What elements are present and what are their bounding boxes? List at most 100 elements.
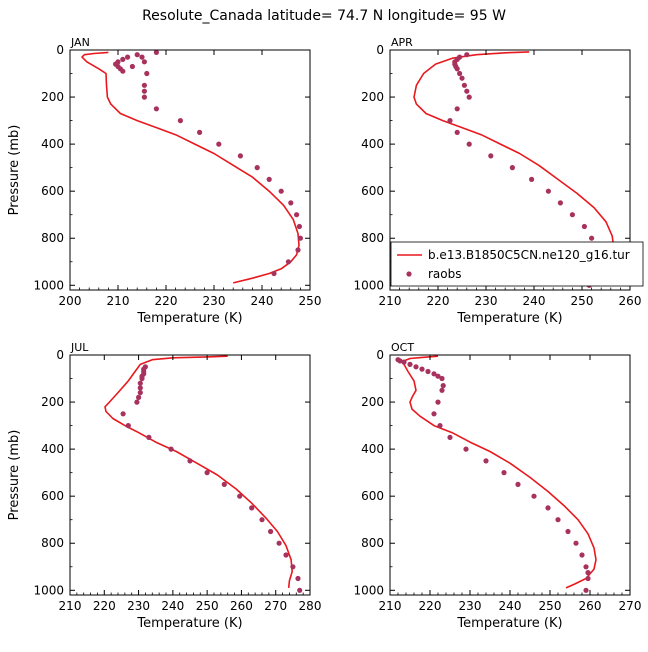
jan-y-tick-label: 1000	[33, 278, 64, 292]
jul-x-tick-label: 260	[230, 599, 253, 613]
legend-obs-label: raobs	[428, 267, 462, 281]
jul-x-tick-label: 240	[161, 599, 184, 613]
oct-obs-point	[573, 540, 579, 546]
apr-obs-point	[557, 200, 564, 206]
oct-obs-point	[545, 505, 551, 511]
oct-x-axis-label: Temperature (K)	[456, 616, 562, 631]
jul-x-tick-label: 270	[264, 599, 287, 613]
apr-obs-point	[488, 153, 494, 159]
oct-obs-point	[435, 399, 441, 405]
apr-obs-point	[589, 235, 595, 241]
apr-y-tick-label: 600	[361, 184, 384, 198]
oct-x-tick-label: 230	[459, 599, 482, 613]
apr-obs-point	[459, 75, 465, 81]
apr-y-tick-label: 0	[376, 43, 384, 57]
jan-obs-point	[288, 200, 294, 206]
jan-x-tick-label: 230	[203, 294, 226, 308]
jan-y-tick-label: 0	[56, 43, 64, 57]
chart-title: Resolute_Canada latitude= 74.7 N longitu…	[142, 8, 506, 24]
oct-obs-point	[555, 517, 561, 523]
oct-obs-point	[413, 364, 419, 370]
oct-obs-point	[515, 481, 521, 487]
jan-obs-point	[271, 270, 277, 277]
oct-x-tick-label: 220	[419, 599, 442, 613]
jan-x-tick-label: 250	[299, 294, 322, 308]
jul-plot-frame	[69, 354, 311, 596]
oct-y-tick-label: 400	[361, 442, 384, 456]
apr-obs-point	[464, 88, 470, 94]
jan-x-tick-label: 210	[107, 294, 130, 308]
oct-x-tick-label: 260	[579, 599, 602, 613]
legend-model-label: b.e13.B1850C5CN.ne120_g16.tur	[428, 248, 630, 262]
jan-obs-point	[285, 259, 291, 265]
legend-box	[390, 241, 644, 287]
jan-obs-point	[141, 82, 147, 88]
oct-obs-point	[565, 528, 571, 535]
jul-obs-point	[168, 446, 174, 452]
jan-model-line	[81, 51, 300, 284]
oct-y-tick-label: 800	[361, 536, 384, 550]
apr-obs-point	[454, 66, 460, 72]
jul-obs-point	[187, 458, 193, 464]
jul-y-tick-label: 400	[41, 442, 64, 456]
jan-obs-point	[237, 153, 243, 159]
legend-obs-swatch	[406, 271, 412, 277]
oct-plot-frame	[389, 354, 631, 596]
apr-obs-point	[447, 118, 453, 124]
jul-x-tick-label: 230	[127, 599, 150, 613]
apr-x-tick-label: 210	[379, 294, 402, 308]
oct-obs-point	[439, 387, 445, 393]
apr-obs-point	[509, 165, 515, 171]
jan-obs-point	[266, 176, 272, 182]
jan-y-axis-label: Pressure (mb)	[7, 125, 22, 216]
jul-y-axis-label: Pressure (mb)	[7, 430, 22, 521]
oct-obs-point	[531, 493, 537, 499]
oct-obs-point	[585, 575, 591, 582]
jan-obs-point	[177, 118, 183, 124]
oct-model-line	[403, 355, 597, 589]
jul-model-line	[104, 355, 294, 588]
apr-x-tick-label: 260	[619, 294, 642, 308]
oct-obs-point	[579, 552, 585, 558]
jan-obs-point	[134, 52, 140, 58]
jan-plot-frame	[69, 49, 311, 291]
apr-y-tick-label: 800	[361, 231, 384, 245]
jan-obs-point	[120, 68, 126, 74]
apr-panel-label: APR	[391, 36, 413, 49]
oct-obs-point	[583, 587, 589, 593]
jan-obs-point	[197, 129, 203, 135]
jan-x-tick-label: 200	[59, 294, 82, 308]
apr-obs-point	[454, 106, 460, 112]
oct-obs-point	[583, 564, 589, 570]
jul-y-tick-label: 1000	[33, 583, 64, 597]
apr-obs-point	[529, 176, 535, 182]
jan-y-tick-label: 200	[41, 90, 64, 104]
apr-obs-point	[454, 129, 460, 135]
jul-obs-point	[137, 390, 143, 396]
jul-x-tick-label: 210	[59, 599, 82, 613]
jul-obs-point	[136, 394, 142, 400]
jan-obs-point	[144, 70, 150, 77]
apr-obs-point	[545, 188, 552, 194]
jan-x-tick-label: 220	[155, 294, 178, 308]
jan-y-tick-label: 400	[41, 137, 64, 151]
jul-y-tick-label: 600	[41, 489, 64, 503]
jul-x-tick-label: 280	[299, 599, 322, 613]
oct-obs-point	[439, 375, 445, 382]
jul-obs-point	[237, 493, 243, 499]
apr-obs-point	[466, 94, 472, 100]
oct-obs-point	[401, 359, 407, 365]
jul-obs-point	[276, 540, 282, 546]
oct-x-tick-label: 270	[619, 599, 642, 613]
jan-obs-point	[153, 49, 159, 56]
oct-obs-point	[440, 383, 446, 389]
apr-obs-point	[581, 223, 588, 230]
oct-y-tick-label: 600	[361, 489, 384, 503]
jul-obs-point	[137, 385, 143, 391]
jan-y-tick-label: 800	[41, 231, 64, 245]
oct-x-tick-label: 240	[499, 599, 522, 613]
jul-y-tick-label: 800	[41, 536, 64, 550]
jan-obs-point	[295, 247, 301, 253]
jul-panel-label: JUL	[70, 341, 89, 354]
